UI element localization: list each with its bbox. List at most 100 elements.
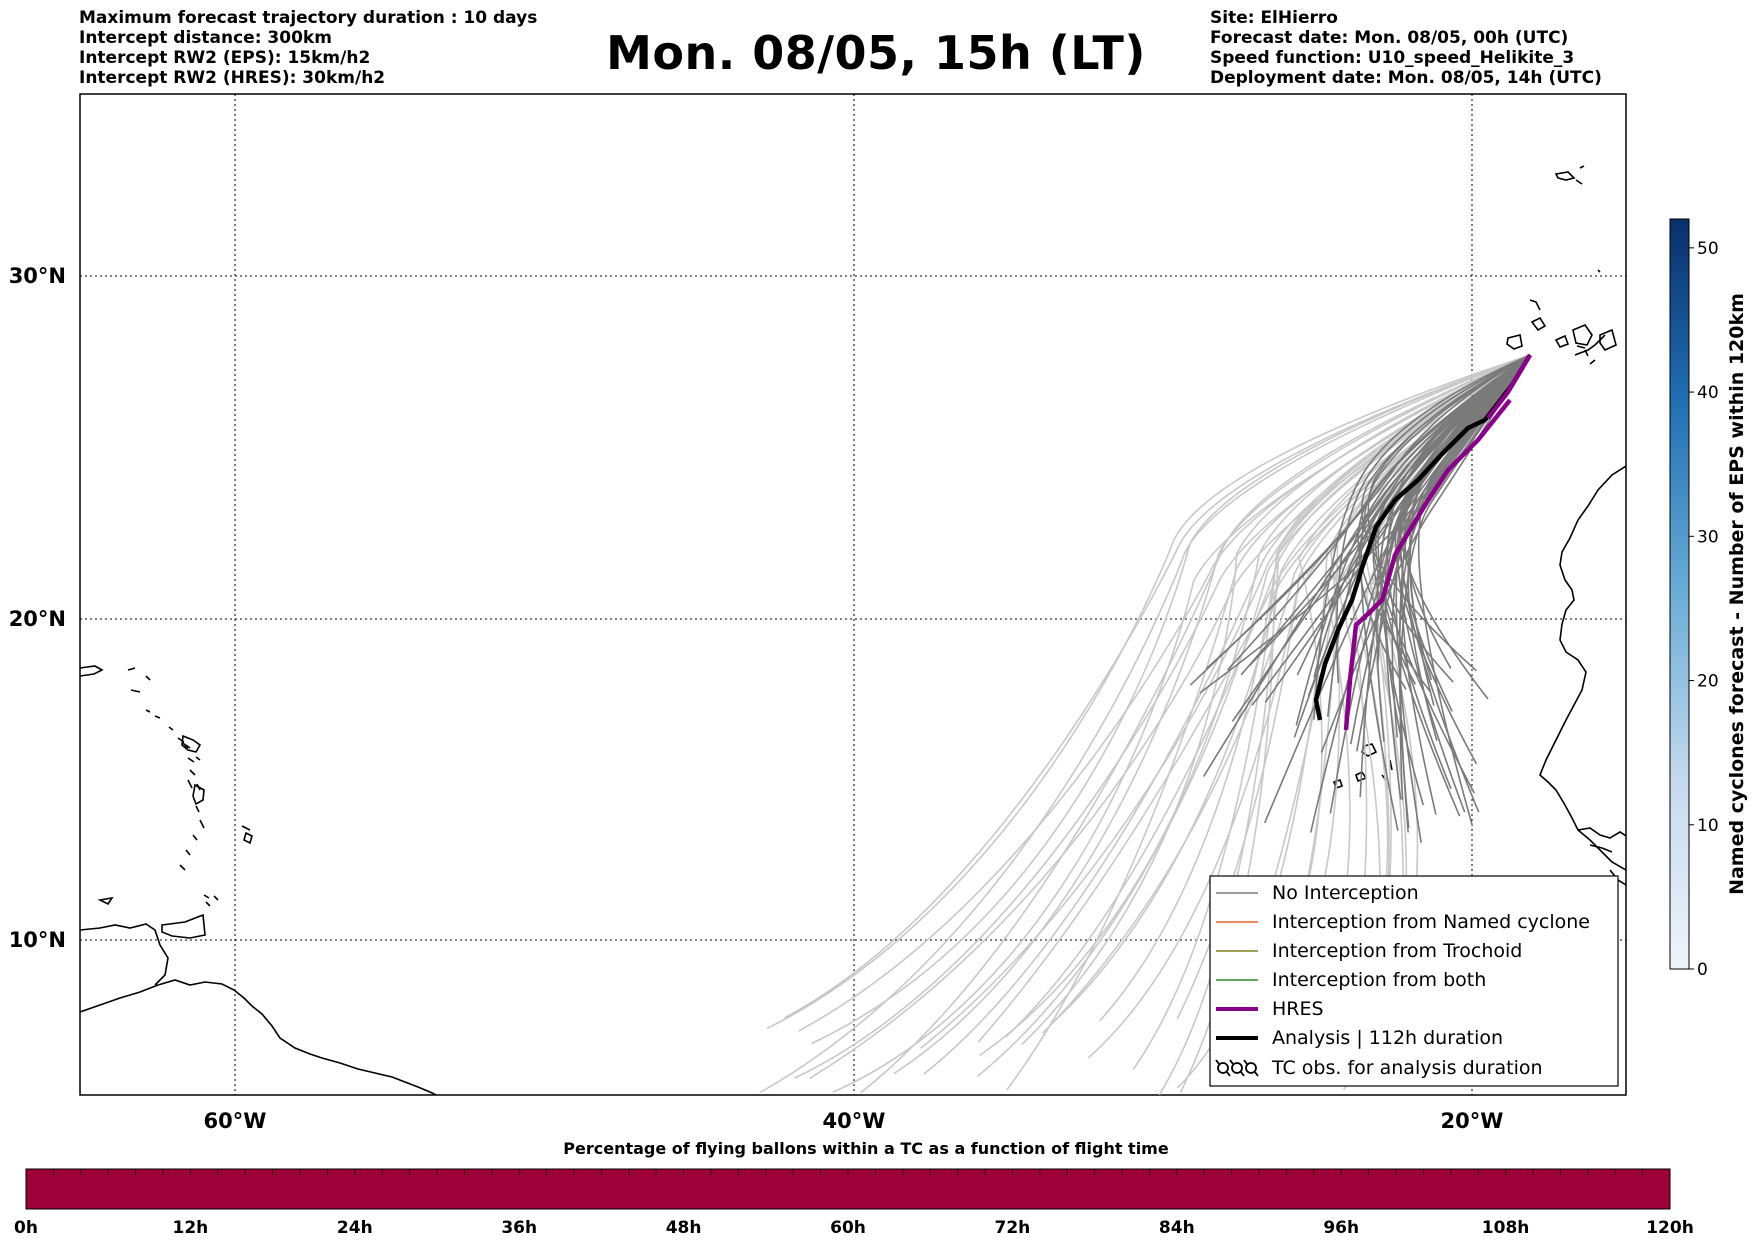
gambia-coast: [1589, 844, 1613, 853]
lon-label-20w: 20°W: [1441, 1109, 1504, 1133]
bottom-bar-tick-label-0: 0h: [14, 1218, 38, 1238]
bottom-bar-tick-label-6: 72h: [995, 1218, 1031, 1238]
cape-verde-north: [1529, 299, 1541, 311]
header-left-info: Maximum forecast trajectory duration : 1…: [79, 8, 537, 88]
trajectory-early-33: [1358, 354, 1531, 690]
page-title: Mon. 08/05, 15h (LT): [606, 26, 1146, 80]
barbados-island: [243, 831, 253, 845]
bottom-bar-tick-label-1: 12h: [173, 1218, 209, 1238]
cyclone-colorbar: 0 10 20 30 40 50 Named cyclones forecast - Nu…: [1669, 218, 1748, 980]
flight-time-bar: Percentage of flying ballons within a TC…: [14, 1139, 1694, 1238]
africa-coast: [1539, 465, 1626, 871]
trajectory-early-25: [1384, 354, 1531, 800]
trajectory-early-46: [1227, 354, 1531, 671]
tobago-island: [97, 896, 114, 906]
lat-label-10n: 10°N: [9, 928, 66, 952]
trajectory-late-17: [766, 354, 1531, 1030]
bottom-bar-tick-label-8: 96h: [1323, 1218, 1359, 1238]
madeira-islands: [1554, 165, 1601, 273]
tc-symbol-icon: [1215, 1059, 1259, 1077]
header-left-line-3: Intercept RW2 (EPS): 15km/h2: [79, 48, 371, 68]
trinidad-coast: [161, 913, 206, 939]
trajectory-late-22: [794, 354, 1531, 1079]
legend-label-trochoid: Interception from Trochoid: [1272, 940, 1522, 962]
senegal-coast: [1577, 827, 1626, 839]
trajectory-late-30: [1054, 354, 1531, 1022]
lon-label-40w: 40°W: [823, 1109, 886, 1133]
bottom-bar-fill: [25, 1168, 1671, 1210]
bottom-bar-tick-label-9: 108h: [1482, 1218, 1530, 1238]
lon-labels: 60°W 40°W 20°W: [204, 1109, 1504, 1133]
bottom-bar-tick-label-2: 24h: [337, 1218, 373, 1238]
trajectory-late-29: [1087, 354, 1531, 1059]
header-right-line-3: Speed function: U10_speed_Helikite_3: [1210, 48, 1575, 68]
trajectory-late-0: [759, 354, 1531, 1094]
header-right-line-2: Forecast date: Mon. 08/05, 00h (UTC): [1210, 28, 1569, 48]
hres-trajectory: [1343, 398, 1512, 731]
analysis-trajectory: [1313, 353, 1532, 721]
header-left-line-4: Intercept RW2 (HRES): 30km/h2: [79, 68, 386, 88]
lat-label-20n: 20°N: [9, 607, 66, 631]
trajectory-early-45: [1295, 354, 1531, 726]
trajectory-late-39: [860, 354, 1531, 1094]
header-right-line-1: Site: ElHierro: [1210, 8, 1338, 28]
paria-coast: [80, 923, 169, 986]
header-right-line-4: Deployment date: Mon. 08/05, 14h (UTC): [1210, 68, 1602, 88]
trajectory-late-32: [893, 354, 1531, 1075]
bottom-bar-tick-label-10: 120h: [1646, 1218, 1694, 1238]
legend-label-analysis: Analysis | 112h duration: [1272, 1027, 1503, 1049]
bottom-bar-title: Percentage of flying ballons within a TC…: [563, 1139, 1169, 1158]
header-right-info: Site: ElHierro Forecast date: Mon. 08/05…: [1210, 8, 1602, 88]
colorbar-tick-label-2: 20: [1697, 672, 1719, 692]
trajectory-late-38: [1021, 354, 1531, 1046]
legend-label-no-interception: No Interception: [1272, 882, 1419, 904]
south-america-coast: [80, 979, 437, 1095]
colorbar-gradient: [1669, 218, 1690, 970]
trajectory-early-54: [1401, 354, 1531, 815]
trajectory-late-25: [923, 354, 1531, 1075]
graticule: [80, 94, 1626, 1095]
martinique-island: [192, 783, 205, 806]
hres-trajectory-start: [1486, 353, 1532, 420]
canary-east-coast: [1574, 334, 1606, 356]
bottom-bar-ticks: 0h 12h 24h 36h 48h 60h 72h 84h 96h 108h 120h: [14, 1169, 1694, 1238]
header-left-line-1: Maximum forecast trajectory duration : 1…: [79, 8, 538, 28]
legend-label-both: Interception from both: [1272, 969, 1486, 991]
colorbar-tick-label-4: 40: [1697, 383, 1719, 403]
trajectory-early-51: [1263, 354, 1531, 824]
map-content: [80, 94, 1626, 1095]
legend-label-tc-obs: TC obs. for analysis duration: [1271, 1057, 1543, 1079]
trajectory-early-44: [1336, 354, 1531, 684]
lat-label-30n: 30°N: [9, 264, 66, 288]
lat-labels: 30°N 20°N 10°N: [9, 264, 66, 952]
trajectory-early-34: [1361, 354, 1531, 672]
colorbar-tick-label-0: 0: [1697, 960, 1708, 980]
colorbar-ticks: 0 10 20 30 40 50: [1689, 239, 1719, 980]
trajectory-early-50: [1199, 354, 1531, 694]
trajectory-late-13: [977, 354, 1531, 1043]
puerto-rico-coast: [80, 665, 104, 677]
colorbar-label: Named cyclones forecast - Number of EPS …: [1726, 293, 1748, 895]
trajectories-main: [1313, 353, 1532, 731]
lon-label-60w: 60°W: [204, 1109, 267, 1133]
trajectory-late-14: [810, 354, 1531, 1045]
caribbean-islands: [127, 667, 251, 907]
fuerteventura-island: [1589, 328, 1617, 365]
bottom-bar-tick-label-4: 48h: [666, 1218, 702, 1238]
trajectory-early-18: [1374, 354, 1531, 683]
bottom-bar-tick-label-5: 60h: [830, 1218, 866, 1238]
colorbar-tick-label-5: 50: [1697, 239, 1719, 259]
trajectory-late-37: [920, 354, 1531, 1049]
canary-islands: [1506, 316, 1593, 357]
colorbar-tick-label-1: 10: [1697, 816, 1719, 836]
trajectory-early-53: [1386, 354, 1531, 790]
header-left-line-2: Intercept distance: 300km: [79, 28, 332, 48]
guadeloupe-island: [181, 734, 202, 753]
bottom-bar-tick-label-3: 36h: [501, 1218, 537, 1238]
trajectory-late-35: [784, 354, 1531, 1019]
colorbar-tick-label-3: 30: [1697, 527, 1719, 547]
trajectory-early-19: [1189, 354, 1531, 686]
bottom-bar-tick-label-7: 84h: [1159, 1218, 1195, 1238]
legend-box: [1209, 875, 1619, 1087]
